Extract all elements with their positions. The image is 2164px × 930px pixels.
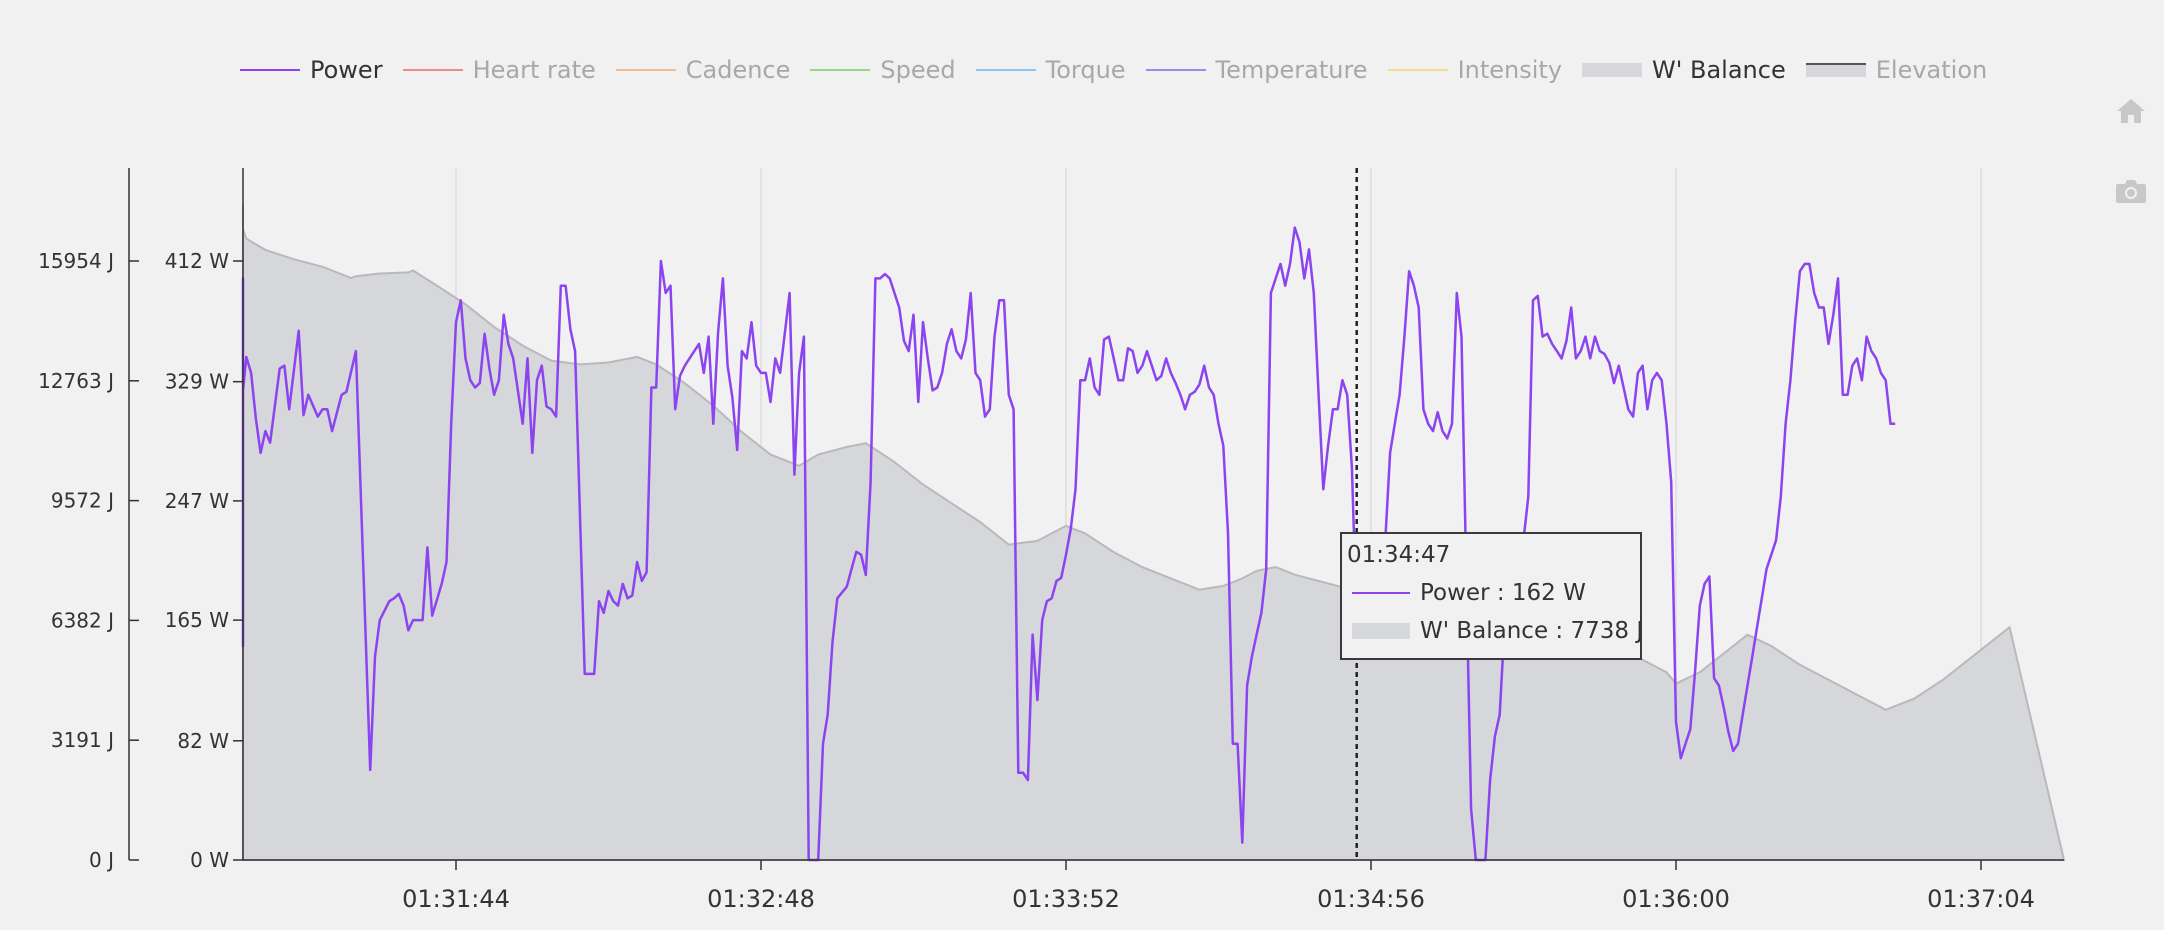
- x-tick-label: 01:31:44: [402, 885, 510, 913]
- legend-label: Cadence: [685, 56, 791, 84]
- legend-item-cadence[interactable]: Cadence: [615, 56, 791, 84]
- legend-item-torque[interactable]: Torque: [975, 56, 1126, 84]
- wbal-y-tick-label: 3191 J: [51, 728, 114, 752]
- legend-label: W' Balance: [1652, 56, 1786, 84]
- wbal-y-tick-label: 15954 J: [38, 249, 114, 273]
- power-y-tick-label: 165 W: [165, 608, 230, 632]
- camera-glyph: [2116, 180, 2146, 203]
- tooltip-wbal-row: W' Balance : 7738 J: [1352, 618, 1643, 644]
- camera-icon[interactable]: [2112, 172, 2150, 210]
- legend: Power Heart rate Cadence Speed Torque Tempera…: [240, 52, 2007, 88]
- legend-item-intensity[interactable]: Intensity: [1387, 56, 1563, 84]
- legend-item-power[interactable]: Power: [240, 56, 383, 84]
- legend-swatch: [402, 63, 463, 77]
- legend-item-w-balance[interactable]: W' Balance: [1582, 56, 1786, 84]
- tooltip-wbal-text: W' Balance : 7738 J: [1420, 618, 1644, 644]
- power-line: [241, 226, 1896, 862]
- legend-swatch: [1145, 63, 1206, 77]
- legend-swatch: [975, 63, 1036, 77]
- tooltip-wbal-swatch: [1352, 623, 1410, 639]
- power-y-tick-label: 412 W: [165, 249, 230, 273]
- home-glyph: [2117, 99, 2145, 123]
- tooltip-time: 01:34:47: [1347, 542, 1451, 568]
- legend-item-speed[interactable]: Speed: [810, 56, 956, 84]
- legend-label: Torque: [1045, 56, 1126, 84]
- legend-label: Intensity: [1457, 56, 1563, 84]
- legend-swatch: [1387, 63, 1448, 77]
- power-y-tick-label: 82 W: [177, 729, 229, 753]
- home-icon[interactable]: [2112, 92, 2150, 130]
- legend-swatch: [615, 63, 676, 77]
- legend-label: Speed: [880, 56, 956, 84]
- legend-swatch: [810, 63, 871, 77]
- x-tick-label: 01:32:48: [707, 885, 815, 913]
- wbal-y-tick-label: 6382 J: [51, 608, 114, 632]
- wbal-y-tick-label: 12763 J: [38, 369, 114, 393]
- wbal-y-tick-label: 0 J: [89, 848, 114, 872]
- legend-label: Power: [310, 56, 383, 84]
- legend-swatch: [240, 63, 300, 77]
- legend-swatch: [1805, 63, 1866, 77]
- tooltip-power-row: Power : 162 W: [1352, 580, 1586, 606]
- x-tick-label: 01:36:00: [1622, 885, 1730, 913]
- tooltip-power-text: Power : 162 W: [1420, 580, 1586, 606]
- power-y-tick-label: 247 W: [165, 489, 230, 513]
- axes: 01:31:44 01:32:48 01:33:52 01:34:56 01:36:00…: [38, 168, 2064, 913]
- legend-swatch: [1582, 63, 1643, 77]
- x-tick-label: 01:33:52: [1012, 885, 1120, 913]
- legend-label: Elevation: [1875, 56, 1988, 84]
- wbal-y-tick-label: 9572 J: [51, 489, 114, 513]
- wbal-area: [242, 205, 2066, 861]
- power-y-tick-label: 0 W: [190, 848, 229, 872]
- legend-item-temperature[interactable]: Temperature: [1145, 56, 1368, 84]
- power-y-tick-label: 329 W: [165, 370, 230, 394]
- legend-label: Heart rate: [472, 56, 596, 84]
- legend-label: Temperature: [1215, 56, 1368, 84]
- x-tick-label: 01:34:56: [1317, 885, 1425, 913]
- tooltip-power-swatch: [1352, 585, 1410, 601]
- legend-item-elevation[interactable]: Elevation: [1805, 56, 1988, 84]
- x-tick-label: 01:37:04: [1927, 885, 2035, 913]
- hover-tooltip: 01:34:47 Power : 162 W W' Balance : 7738…: [1340, 532, 1643, 660]
- legend-item-heart-rate[interactable]: Heart rate: [402, 56, 596, 84]
